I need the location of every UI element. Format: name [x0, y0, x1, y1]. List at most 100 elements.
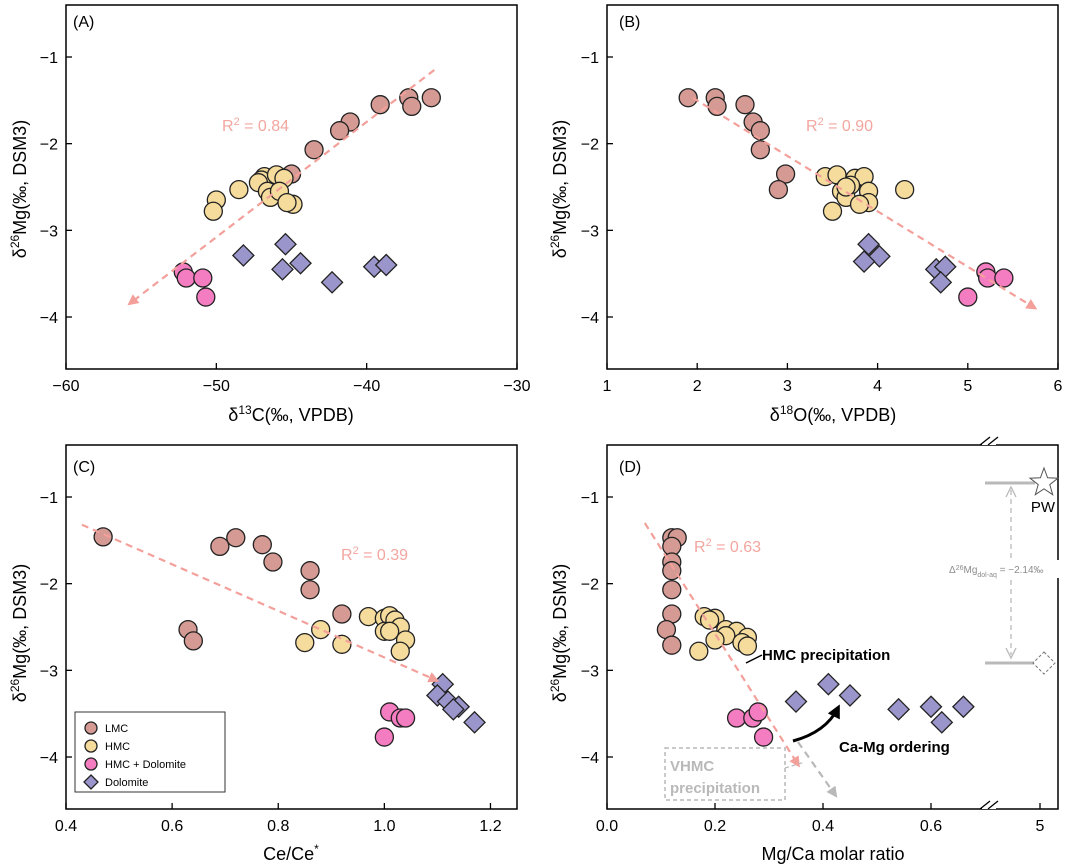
panel-a-label: (A): [73, 14, 94, 31]
x-tick-label: 1.0: [373, 818, 395, 835]
data-point-hmc: [332, 634, 352, 654]
data-point-hmc: [689, 641, 709, 661]
panel-c-ylabel: δ26Mg(‰, DSM3): [8, 564, 30, 702]
data-point-hmc: [203, 201, 223, 221]
x-tick-label: 0.0: [596, 818, 618, 835]
legend-items: LMC HMC HMC + Dolomite Dolomite: [83, 721, 186, 790]
fractionation-arrow-up: [1005, 485, 1017, 498]
x-tick-label: 0.4: [812, 818, 834, 835]
panel-a: −60 −50 −40 −30 −4 −3 −2 −1 (A) R2 = 0.84 δ13C(…: [8, 4, 531, 425]
x-tick-label: 1.2: [479, 818, 501, 835]
y-tick-label: −2: [581, 137, 599, 154]
data-point-hmc: [699, 610, 720, 630]
panel-d-xlabel: Mg/Ca molar ratio: [761, 844, 904, 864]
data-point-dolomite: [320, 270, 344, 294]
y-tick-label: −4: [40, 750, 58, 767]
trend-arrow: [81, 523, 440, 683]
data-point-hmc-dolomite: [977, 268, 998, 288]
x-tick-label: 4: [873, 378, 882, 395]
panel-c-marks: 0.4 0.6 0.8 1.0 1.2 −4 −3 −2 −1: [40, 444, 518, 835]
data-point-lmc: [252, 535, 272, 555]
legend-label: HMC: [105, 741, 130, 753]
data-point-lmc: [750, 121, 770, 141]
panel-d-ylabel: δ26Mg(‰, DSM3): [548, 564, 570, 702]
data-point-dolomite: [374, 253, 398, 277]
vhmc-label-line2: precipitation: [670, 780, 760, 797]
vhmc-box: [664, 747, 786, 801]
x-tick-label: 3: [783, 378, 792, 395]
x-tick-label: −60: [52, 378, 79, 395]
panel-a-ylabel: δ26Mg(‰, DSM3): [8, 120, 30, 258]
data-point-lmc: [304, 140, 324, 160]
data-point-hmc: [895, 179, 915, 200]
panel-a-xlabel: δ13C(‰, VPDB): [228, 403, 353, 425]
data-point-hmc-dolomite: [193, 268, 213, 288]
panel-d-label: (D): [619, 459, 641, 476]
x-tick-label: −40: [353, 378, 380, 395]
data-point-dolomite: [784, 690, 808, 713]
data-point-hmc: [380, 621, 400, 641]
data-point-lmc: [775, 164, 796, 184]
panel-a-marks: −60 −50 −40 −30 −4 −3 −2 −1: [40, 4, 531, 395]
vhmc-arrow: [797, 741, 838, 798]
data-point-dolomite: [919, 695, 943, 719]
data-point-hmc: [295, 632, 315, 653]
data-point-dolomite: [887, 697, 911, 721]
data-point-dolomite: [289, 251, 312, 275]
panel-frame: [606, 4, 1059, 370]
data-point-lmc: [678, 88, 698, 108]
legend-label: HMC + Dolomite: [105, 759, 186, 771]
data-point-hmc: [358, 606, 379, 627]
data-point-lmc: [750, 140, 770, 160]
panel-b-xlabel: δ18O(‰, VPDB): [770, 403, 896, 425]
y-tick-label: −3: [40, 663, 58, 680]
legend-marker-dolomite: [83, 774, 99, 790]
data-point-lmc: [300, 561, 320, 581]
data-point-lmc: [735, 95, 755, 115]
data-point-lmc: [183, 631, 203, 651]
x-tick-label: −50: [203, 378, 230, 395]
legend-marker: [84, 757, 98, 771]
pw-label: PW: [1031, 499, 1056, 516]
data-point-dolomite: [852, 250, 876, 273]
data-point-dolomite: [271, 257, 294, 281]
data-point-hmc-dolomite: [753, 727, 774, 747]
x-tick-label: 0.8: [267, 818, 289, 835]
y-tick-label: −3: [40, 223, 58, 240]
data-point-dolomite: [231, 244, 255, 267]
vhmc-label-line1: VHMC: [670, 758, 714, 775]
data-point-hmc-dolomite: [176, 268, 196, 288]
panel-c-xlabel: Ce/Ce*: [263, 842, 319, 864]
panel-b-ylabel: δ26Mg(‰, DSM3): [548, 120, 570, 258]
data-point-hmc: [822, 201, 843, 221]
data-point-lmc: [210, 536, 230, 557]
panel-c-label: (C): [73, 459, 95, 476]
panel-frame: [606, 444, 1059, 810]
y-tick-label: −4: [581, 310, 599, 327]
data-point-lmc: [300, 580, 320, 600]
data-point-lmc: [768, 179, 789, 200]
data-point-dolomite: [951, 695, 975, 719]
panel-d: 0.0 0.2 0.4 0.6 5 −4 −3 −2 −1 (D) R2 = 0.63 Mg/C…: [548, 436, 1060, 864]
ca-mg-ordering-label: Ca-Mg ordering: [839, 739, 950, 756]
panel-d-marks: 0.0 0.2 0.4 0.6 5 −4 −3 −2 −1: [581, 444, 1059, 835]
x-tick-label: 0.6: [920, 818, 942, 835]
vhmc-leader-line: [784, 761, 806, 769]
data-point-dolomite: [463, 710, 486, 734]
legend-marker: [84, 721, 98, 735]
y-tick-label: −3: [581, 223, 599, 240]
hmc-precipitation-label: HMC precipitation: [762, 647, 890, 664]
data-point-hmc: [277, 192, 297, 213]
data-point-dolomite: [930, 710, 954, 734]
data-point-lmc: [329, 121, 350, 141]
x-tick-label: 5: [1036, 818, 1045, 835]
panel-frame: [65, 4, 518, 370]
data-point-hmc-dolomite: [994, 268, 1014, 288]
data-point-hmc: [229, 179, 249, 200]
y-tick-label: −3: [581, 663, 599, 680]
ca-mg-ordering-arrow: [792, 704, 840, 743]
data-point-lmc: [402, 96, 422, 117]
legend-box: [74, 711, 226, 793]
y-tick-label: −4: [40, 310, 58, 327]
